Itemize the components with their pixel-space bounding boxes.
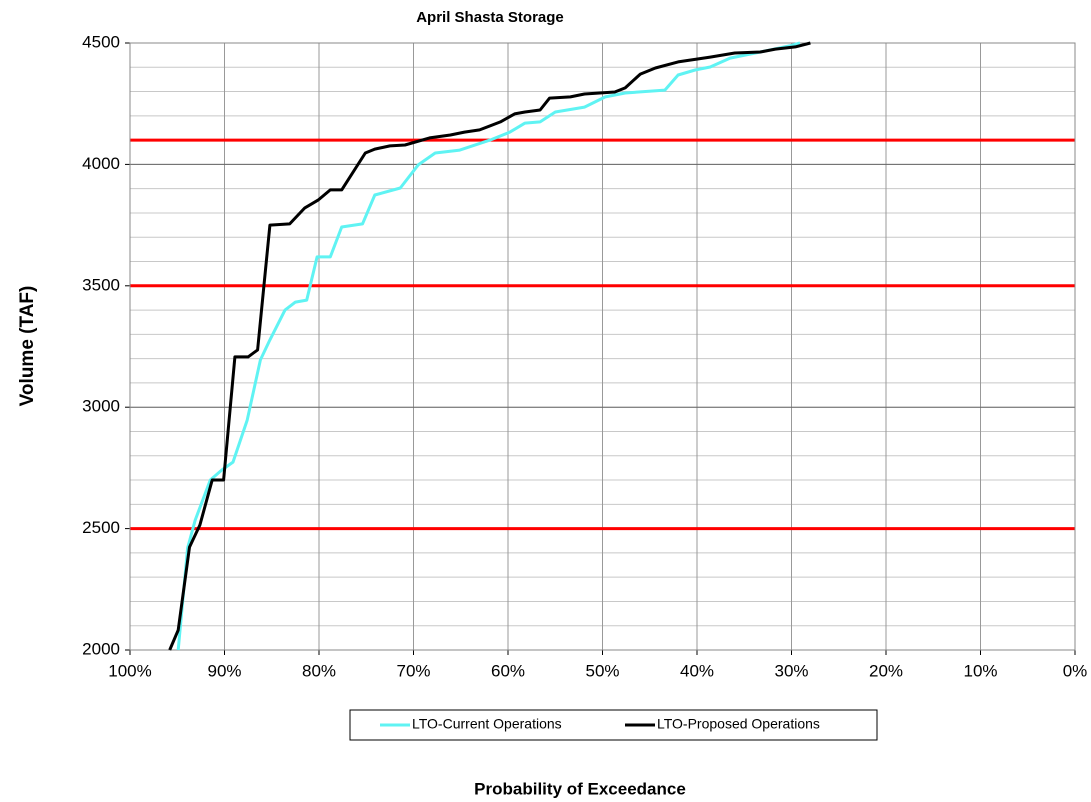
series-line [168, 41, 811, 651]
x-tick-label: 60% [491, 661, 525, 680]
chart-title: April Shasta Storage [416, 9, 564, 26]
x-tick-label: 0% [1063, 661, 1088, 680]
x-tick-label: 80% [302, 661, 336, 680]
x-tick-label: 50% [585, 661, 619, 680]
y-tick-label: 2000 [82, 639, 120, 658]
x-axis-label: Probability of Exceedance [474, 779, 686, 798]
y-tick-label: 3500 [82, 275, 120, 294]
x-tick-label: 100% [108, 661, 151, 680]
y-axis-label: Volume (TAF) [17, 286, 38, 407]
y-tick-label: 4000 [82, 154, 120, 173]
legend-label: LTO-Proposed Operations [657, 716, 820, 732]
x-tick-label: 20% [869, 661, 903, 680]
x-tick-label: 90% [207, 661, 241, 680]
plot-border [129, 42, 1076, 651]
series-line [176, 41, 801, 651]
y-tick-label: 3000 [82, 397, 120, 416]
y-tick-label: 2500 [82, 518, 120, 537]
legend-box [349, 709, 878, 741]
x-tick-label: 30% [774, 661, 808, 680]
y-tick-label: 4500 [82, 32, 120, 51]
legend-label: LTO-Current Operations [412, 716, 562, 732]
x-tick-label: 10% [963, 661, 997, 680]
x-tick-label: 70% [396, 661, 430, 680]
x-tick-label: 40% [680, 661, 714, 680]
